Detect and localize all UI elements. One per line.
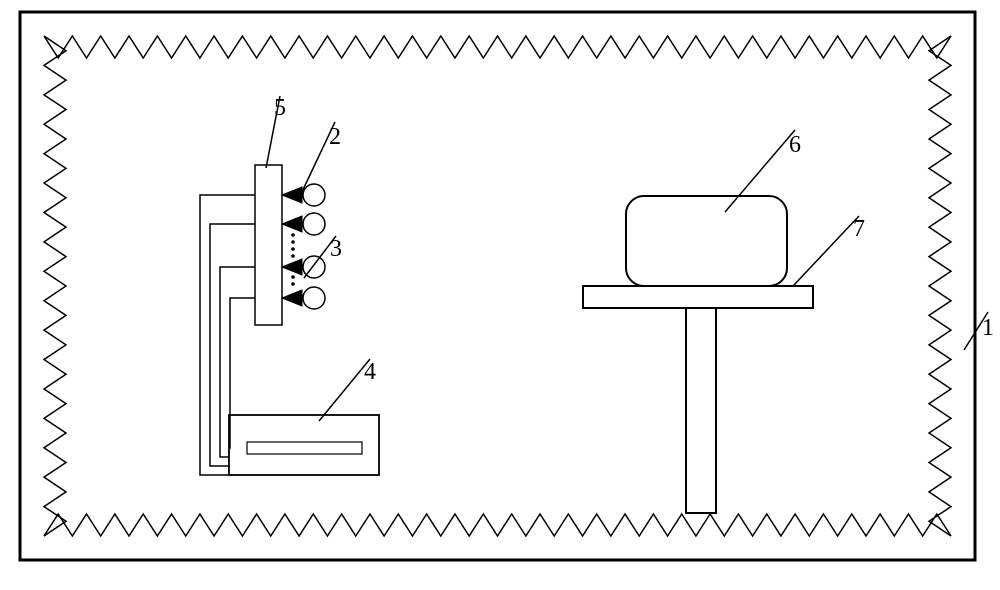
leader-line-7 <box>793 216 859 286</box>
ellipsis-dot-2 <box>291 240 295 244</box>
leader-line-4 <box>319 359 370 421</box>
absorber-bottom <box>44 514 951 536</box>
antenna-mount-panel <box>255 165 282 325</box>
ellipsis-dot-6 <box>291 282 295 286</box>
antenna-cone-2 <box>282 216 302 232</box>
absorber-left <box>44 36 66 536</box>
absorber-top <box>44 36 951 58</box>
controller-slot <box>247 442 362 454</box>
table-top <box>583 286 813 308</box>
label-1: 1 <box>982 315 994 341</box>
chamber-outer-border <box>20 12 975 560</box>
label-4: 4 <box>364 359 376 385</box>
antenna-cone-3 <box>282 259 302 275</box>
label-2: 2 <box>329 124 341 150</box>
antenna-cone-4 <box>282 290 302 306</box>
antenna-cone-1 <box>282 187 302 203</box>
ellipsis-dot-4 <box>291 254 295 258</box>
ellipsis-dot-5 <box>291 275 295 279</box>
label-7: 7 <box>853 216 865 242</box>
label-5: 5 <box>274 95 286 121</box>
antenna-element-2 <box>303 213 325 235</box>
antenna-element-1 <box>303 184 325 206</box>
ellipsis-dot-1 <box>291 233 295 237</box>
label-6: 6 <box>789 132 801 158</box>
antenna-element-4 <box>303 287 325 309</box>
label-3: 3 <box>330 236 342 262</box>
table-leg <box>686 308 716 513</box>
device-under-test <box>626 196 787 286</box>
ellipsis-dot-3 <box>291 247 295 251</box>
schematic-diagram: 1 2 3 4 5 6 7 <box>0 0 1000 590</box>
absorber-right <box>929 36 951 536</box>
